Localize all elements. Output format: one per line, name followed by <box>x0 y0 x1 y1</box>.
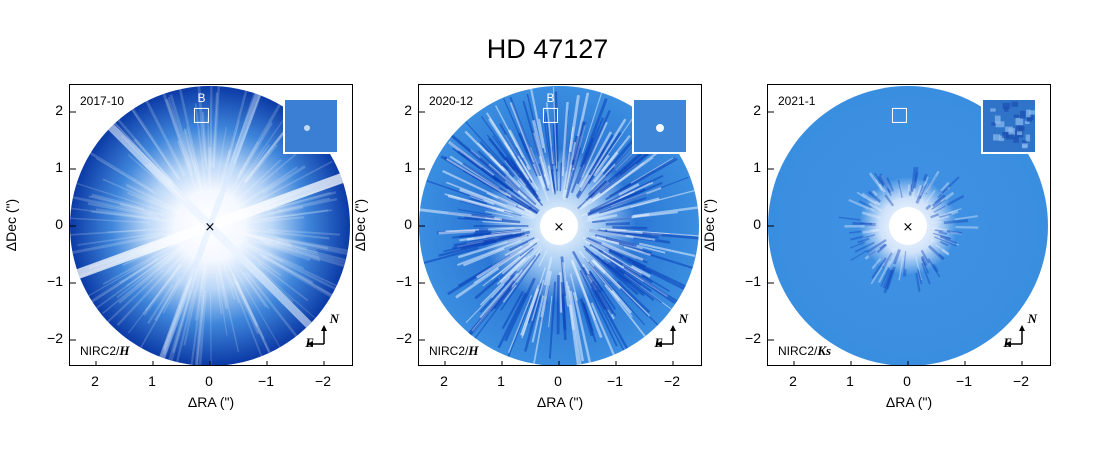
epoch-label: 2020-12 <box>429 94 474 108</box>
x-axis-label: ΔRA (") <box>536 394 584 410</box>
y-tick-label: 1 <box>404 159 412 175</box>
x-tick-label: 1 <box>497 373 505 389</box>
compass-east-label: E <box>654 335 663 350</box>
image-frame: × 2021-1 NIRC2/Ks N E <box>767 84 1051 366</box>
star-position-marker: × <box>554 220 565 235</box>
x-tick-label: 1 <box>148 373 156 389</box>
x-tick-label: 2 <box>440 373 448 389</box>
image-panel-3: × 2021-1 NIRC2/Ks N E 2 1 0 −1 −2 2 1 0 −1 −2 ΔDec (") Δ… <box>701 84 1051 410</box>
x-tick-label: −2 <box>1013 373 1029 389</box>
y-axis-label: ΔDec (") <box>3 198 19 252</box>
companion-label: B <box>546 91 555 106</box>
y-axis-label: ΔDec (") <box>701 198 717 252</box>
x-tick-label: −2 <box>664 373 680 389</box>
instrument-label: NIRC2/H <box>80 343 130 358</box>
y-tick-label: 0 <box>753 216 761 232</box>
y-tick-label: −2 <box>47 330 63 346</box>
figure-title: HD 47127 <box>486 34 609 64</box>
image-panel-1: × 2017-10 B NIRC2/H N E 2 1 0 −1 −2 2 1 0 −1 −2 ΔDec (")… <box>3 84 353 410</box>
y-tick-label: −2 <box>396 330 412 346</box>
companion-box <box>542 107 558 123</box>
y-tick-label: 2 <box>404 102 412 118</box>
compass-north-label: N <box>1027 311 1037 326</box>
x-axis-label: ΔRA (") <box>187 394 235 410</box>
companion-point-source <box>656 124 664 132</box>
x-tick-label: −1 <box>258 373 274 389</box>
x-axis-label: ΔRA (") <box>885 394 933 410</box>
star-position-marker: × <box>205 220 216 235</box>
y-tick-label: 0 <box>404 216 412 232</box>
y-tick-label: 1 <box>753 159 761 175</box>
y-tick-label: −2 <box>745 330 761 346</box>
image-panel-2: × 2020-12 B NIRC2/H N E 2 1 0 −1 −2 2 1 0 −1 −2 ΔDec (")… <box>352 84 702 410</box>
x-tick-label: 1 <box>846 373 854 389</box>
sky-image: × <box>419 86 699 365</box>
y-tick-label: 2 <box>55 102 63 118</box>
companion-box <box>891 107 907 123</box>
y-tick-label: 0 <box>55 216 63 232</box>
x-tick-label: 0 <box>205 373 213 389</box>
compass-east-label: E <box>1003 335 1012 350</box>
x-tick-label: −1 <box>607 373 623 389</box>
epoch-label: 2017-10 <box>80 94 125 108</box>
x-tick-label: 2 <box>789 373 797 389</box>
image-frame: × 2020-12 B NIRC2/H N E <box>418 84 702 366</box>
sky-image: × <box>768 86 1048 365</box>
image-frame: × 2017-10 B NIRC2/H N E <box>69 84 353 366</box>
epoch-label: 2021-1 <box>778 94 816 108</box>
y-tick-label: −1 <box>745 273 761 289</box>
companion-box <box>193 107 209 123</box>
companion-point-source <box>304 125 310 131</box>
star-position-marker: × <box>903 220 914 235</box>
y-tick-label: −1 <box>396 273 412 289</box>
instrument-label: NIRC2/H <box>429 343 479 358</box>
y-tick-label: 1 <box>55 159 63 175</box>
compass-east-label: E <box>305 335 314 350</box>
companion-label: B <box>197 91 206 106</box>
x-tick-label: 0 <box>903 373 911 389</box>
coronagraph-mask <box>540 207 578 245</box>
y-axis-label: ΔDec (") <box>352 198 368 252</box>
compass-north-label: N <box>329 311 339 326</box>
x-tick-label: −1 <box>956 373 972 389</box>
sky-image: × <box>70 86 350 365</box>
y-tick-label: 2 <box>753 102 761 118</box>
x-tick-label: 0 <box>554 373 562 389</box>
coronagraph-mask <box>889 207 927 245</box>
zoom-inset <box>283 98 339 154</box>
x-tick-label: 2 <box>91 373 99 389</box>
instrument-label: NIRC2/Ks <box>778 343 832 358</box>
y-tick-label: −1 <box>47 273 63 289</box>
compass-north-label: N <box>678 311 688 326</box>
x-tick-label: −2 <box>315 373 331 389</box>
